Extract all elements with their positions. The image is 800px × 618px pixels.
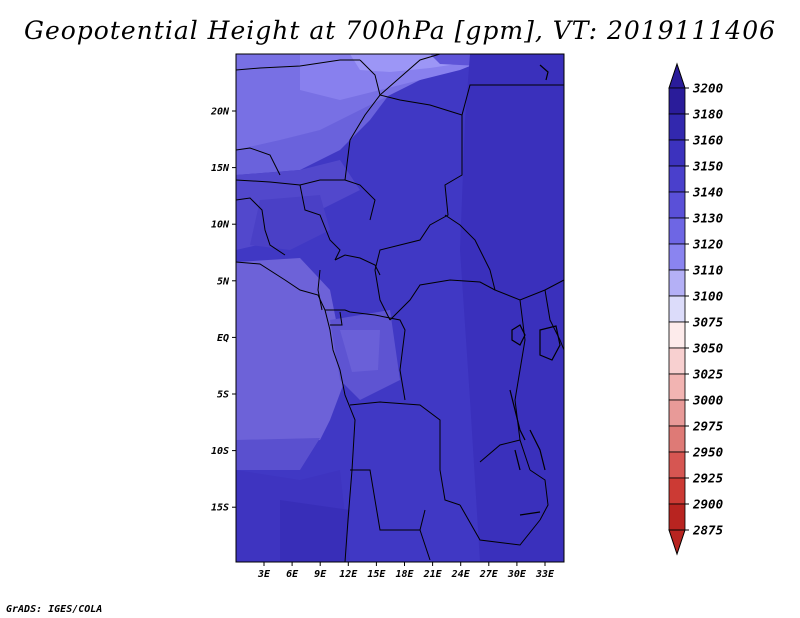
colorbar-label: 3075 (692, 315, 724, 330)
colorbar-label: 3140 (692, 185, 723, 200)
colorbar-swatch (668, 347, 686, 375)
colorbar-label: 3025 (692, 367, 724, 382)
lon-label: 33E (535, 569, 555, 580)
lon-label: 21E (423, 569, 443, 580)
colorbar-swatch (668, 139, 686, 167)
colorbar-swatch (668, 503, 686, 531)
colorbar-label: 2925 (692, 471, 724, 486)
colorbar-label: 3000 (692, 393, 723, 408)
lat-label: 10N (211, 220, 230, 231)
colorbar-label: 3100 (692, 289, 723, 304)
lon-label: 27E (479, 569, 499, 580)
lon-label: 18E (395, 569, 414, 580)
colorbar-label: 3130 (692, 211, 723, 226)
colorbar-label: 2950 (692, 445, 723, 460)
colorbar-label: 3160 (692, 133, 723, 148)
colorbar-swatch (668, 425, 686, 453)
grads-credit: GrADS: IGES/COLA (6, 604, 103, 615)
lon-label: 3E (257, 569, 271, 580)
colorbar-swatch (668, 373, 686, 401)
lon-label: 24E (451, 569, 471, 580)
colorbar-swatch (668, 321, 686, 349)
colorbar-swatch (668, 113, 686, 141)
colorbar-swatch (668, 191, 686, 219)
colorbar-label: 3050 (692, 341, 723, 356)
lat-label: 15N (211, 163, 230, 174)
colorbar: 3200 3180 3160 3150 3140 3130 3120 3110 3100 3075… (668, 62, 724, 556)
lat-label: EQ (217, 333, 229, 344)
colorbar-swatch (668, 87, 686, 115)
longitude-axis: 3E 6E 9E 12E 15E 18E 21E 24E 27E 30E 33E (257, 562, 555, 580)
colorbar-label: 3150 (692, 159, 723, 174)
lon-label: 6E (286, 569, 299, 580)
colorbar-swatch (668, 217, 686, 245)
colorbar-bottom-arrow (668, 529, 686, 556)
lat-label: 20N (210, 107, 230, 118)
colorbar-swatch (668, 451, 686, 479)
colorbar-label: 3110 (692, 263, 723, 278)
lon-label: 15E (367, 569, 386, 580)
colorbar-label: 3180 (692, 107, 723, 122)
lon-label: 9E (314, 569, 327, 580)
colorbar-label: 2900 (692, 497, 723, 512)
contour-3140-atlantic (236, 258, 345, 448)
map-title: Geopotential Height at 700hPa [gpm], VT:… (23, 16, 777, 45)
colorbar-swatch (668, 269, 686, 297)
latitude-axis: 20N 15N 10N 5N EQ 5S 10S 15S (210, 107, 236, 514)
colorbar-label: 3200 (692, 81, 723, 96)
colorbar-swatch (668, 399, 686, 427)
colorbar-swatch (668, 165, 686, 193)
colorbar-label: 2875 (692, 523, 724, 538)
lat-label: 5N (217, 276, 230, 287)
lakes (509, 64, 561, 516)
colorbar-swatch (668, 295, 686, 323)
colorbar-label: 2975 (692, 419, 724, 434)
colorbar-swatch (668, 243, 686, 271)
lat-label: 15S (211, 503, 229, 514)
colorbar-swatch (668, 477, 686, 505)
colorbar-top-arrow (668, 62, 686, 89)
map-frame (235, 53, 565, 563)
colorbar-label: 3120 (692, 237, 723, 252)
lat-label: 10S (211, 446, 229, 457)
lon-label: 12E (339, 569, 358, 580)
height-field (236, 54, 564, 562)
lat-label: 5S (217, 390, 229, 401)
lon-label: 30E (507, 569, 527, 580)
